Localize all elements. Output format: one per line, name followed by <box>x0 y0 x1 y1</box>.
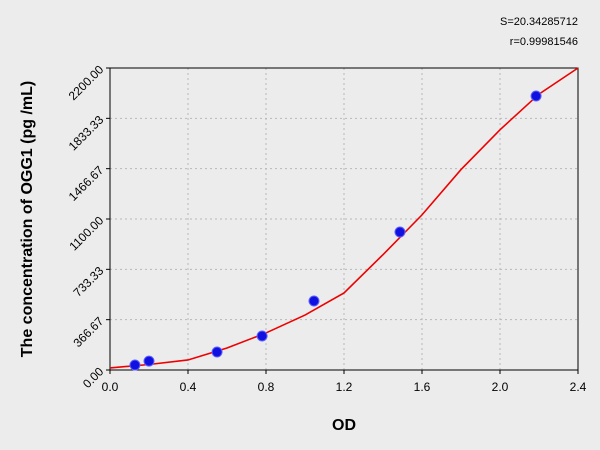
y-tick-label: 1833.33 <box>66 113 107 154</box>
x-tick-label: 0.8 <box>258 380 275 394</box>
data-point <box>308 295 320 307</box>
x-tick-label: 2.0 <box>492 380 509 394</box>
plot-frame <box>109 67 579 371</box>
data-point <box>143 355 155 367</box>
y-tick-label: 1466.67 <box>66 163 107 204</box>
data-point <box>211 346 223 358</box>
data-point <box>129 359 141 371</box>
y-tick-label: 733.33 <box>71 264 107 300</box>
x-tick-label: 0.0 <box>102 380 119 394</box>
fit-curve <box>109 67 579 369</box>
y-tick-label: 1100.00 <box>66 213 106 253</box>
x-tick-label: 1.6 <box>414 380 431 394</box>
x-tick-label: 0.4 <box>180 380 197 394</box>
x-axis-label: OD <box>332 417 356 434</box>
y-axis-label: The concentration of OGG1 (pg /mL) <box>19 81 36 357</box>
x-tick-label: 2.4 <box>570 380 587 394</box>
data-point <box>394 226 406 238</box>
data-point <box>256 330 268 342</box>
y-tick-label: 366.67 <box>71 314 107 350</box>
data-point <box>530 90 542 102</box>
y-tick-label: 2200.00 <box>66 62 107 103</box>
x-tick-label: 1.2 <box>336 380 353 394</box>
annotation: S=20.34285712 <box>500 16 578 28</box>
annotation: r=0.99981546 <box>510 36 578 48</box>
